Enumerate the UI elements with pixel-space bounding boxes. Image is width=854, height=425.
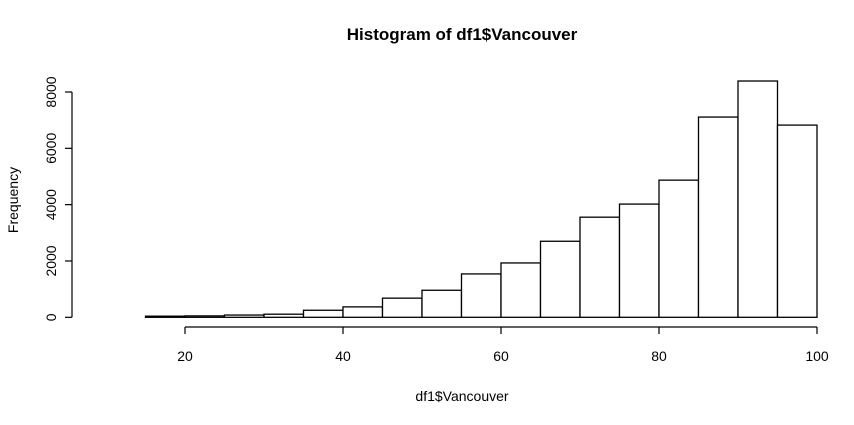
x-axis: 20 40 60 80 100: [177, 326, 829, 364]
histogram-bar: [618, 203, 660, 318]
x-tick-label: 80: [651, 348, 667, 364]
histogram-bar: [263, 313, 305, 318]
histogram-bar: [658, 179, 700, 318]
chart-title: Histogram of df1$Vancouver: [347, 25, 578, 44]
y-tick-label: 8000: [43, 76, 59, 107]
y-tick-label: 4000: [43, 189, 59, 220]
y-tick-label: 6000: [43, 133, 59, 164]
x-tick-label: 40: [335, 348, 351, 364]
histogram-bar: [381, 297, 423, 318]
histogram-bar: [342, 306, 384, 318]
x-tick-label: 100: [805, 348, 829, 364]
histogram-bar: [500, 262, 542, 318]
x-tick-label: 20: [177, 348, 193, 364]
x-tick-label: 60: [493, 348, 509, 364]
y-axis-label: Frequency: [5, 167, 21, 233]
histogram-bar: [184, 315, 226, 318]
y-tick-label: 2000: [43, 245, 59, 276]
histogram-bar: [539, 240, 581, 318]
bars: [144, 80, 818, 318]
histogram-bar: [737, 80, 779, 318]
histogram-bar: [223, 314, 265, 318]
histogram-bar: [579, 216, 621, 318]
histogram-bar: [776, 124, 818, 318]
histogram-bar: [302, 309, 344, 318]
x-axis-label: df1$Vancouver: [415, 388, 508, 404]
y-tick-label: 0: [43, 313, 59, 321]
y-axis: 0 2000 4000 6000 8000: [43, 76, 73, 321]
histogram-bar: [421, 289, 463, 318]
histogram-bar: [460, 273, 502, 318]
histogram-bar: [144, 315, 186, 318]
histogram-bar: [697, 116, 739, 318]
